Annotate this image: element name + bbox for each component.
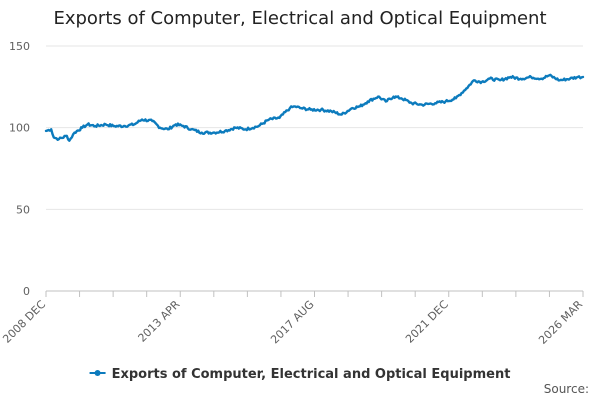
y-tick-label: 50 <box>16 203 30 216</box>
x-tick-label: 2008 DEC <box>0 298 48 346</box>
x-tick-label: 2021 DEC <box>403 298 451 346</box>
chart-title: Exports of Computer, Electrical and Opti… <box>53 8 546 29</box>
x-tick-label: 2026 MAR <box>536 298 585 347</box>
series-line[interactable] <box>44 73 585 142</box>
y-tick-label: 100 <box>9 122 30 135</box>
legend-series-marker <box>94 370 101 376</box>
x-axis-ticks: 2008 DEC 2013 APR 2017 AUG 2021 DEC 2026 MAR <box>0 291 585 347</box>
y-tick-label: 150 <box>9 40 30 53</box>
x-tick-label: 2013 APR <box>135 298 182 345</box>
series-group <box>44 73 585 142</box>
source-label: Source: <box>544 382 589 396</box>
x-tick-label: 2017 AUG <box>268 298 317 347</box>
legend-series-label[interactable]: Exports of Computer, Electrical and Opti… <box>112 367 511 382</box>
y-tick-label: 0 <box>23 285 30 298</box>
gridlines <box>46 45 583 292</box>
y-axis-ticks: 0 50 100 150 <box>9 40 30 298</box>
legend[interactable]: Exports of Computer, Electrical and Opti… <box>89 367 511 382</box>
